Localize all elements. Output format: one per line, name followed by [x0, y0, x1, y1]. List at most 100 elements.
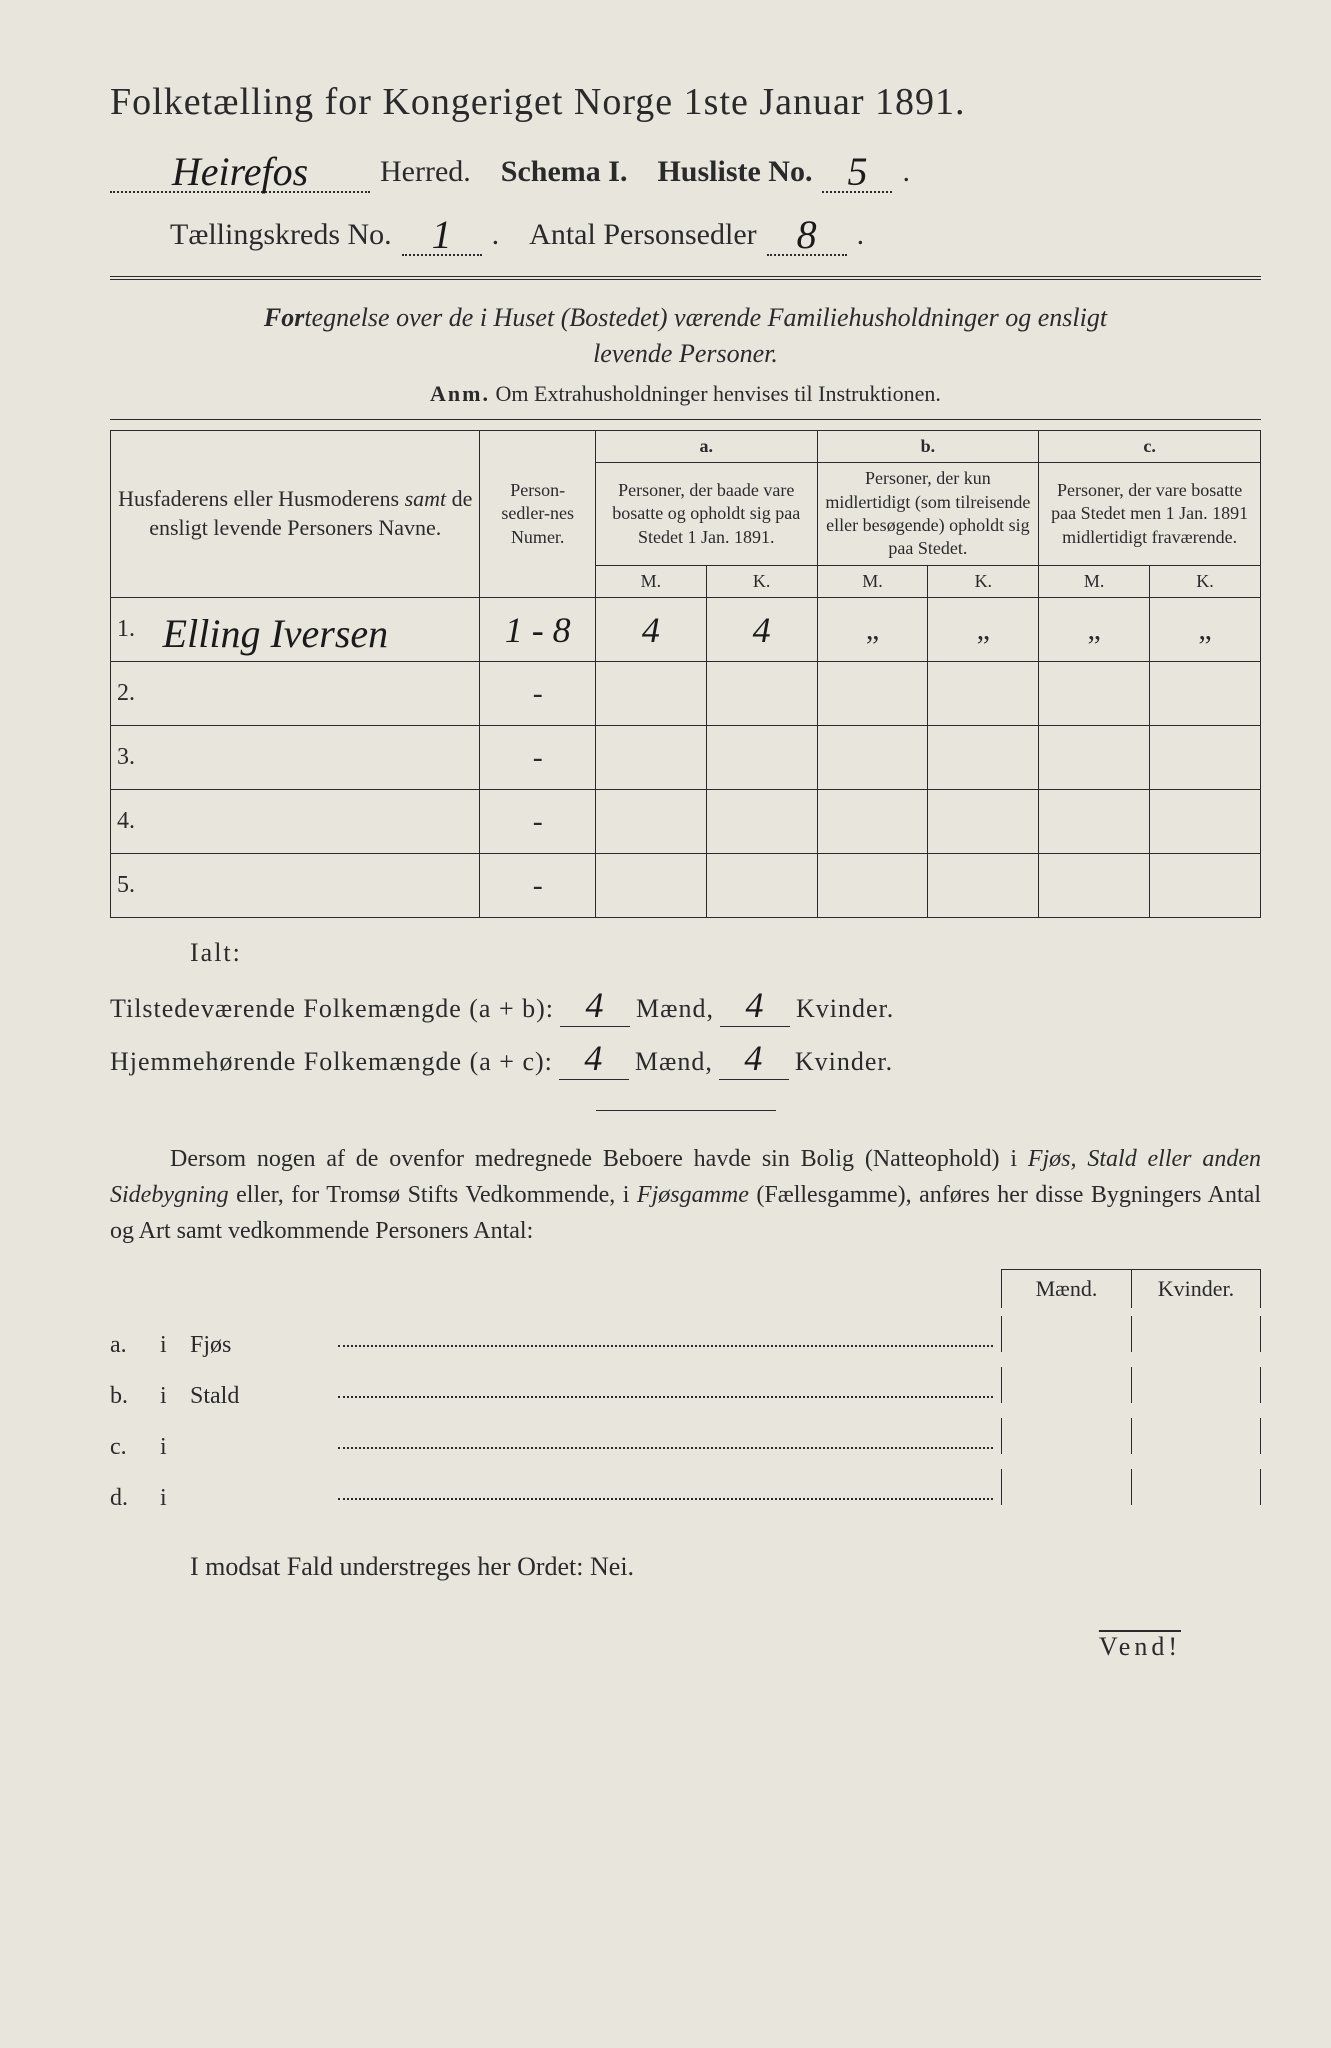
summary-line2-label: Hjemmehørende Folkemængde (a + c):: [110, 1047, 553, 1077]
ob-letter: b.: [110, 1383, 160, 1410]
ob-i: i: [160, 1332, 190, 1359]
ob-kvinder-cell: [1131, 1418, 1261, 1454]
row-am: [595, 790, 706, 854]
nei-line: I modsat Fald understreges her Ordet: Ne…: [110, 1552, 1261, 1582]
row-bk: [928, 662, 1039, 726]
row-ak: [706, 726, 817, 790]
divider-double: [110, 276, 1261, 282]
row-cm: [1039, 854, 1150, 918]
period2: .: [492, 218, 500, 252]
summary-line2-k: 4: [719, 1037, 789, 1080]
ialt-label: Ialt:: [190, 938, 1261, 968]
col-a-letter: a.: [595, 430, 817, 462]
maend-label2: Mænd,: [635, 1047, 713, 1077]
ob-kvinder-cell: [1131, 1316, 1261, 1352]
row-number: 1.: [111, 598, 157, 662]
period: .: [902, 155, 910, 189]
kvinder-label2: Kvinder.: [795, 1047, 893, 1077]
census-form-page: Folketælling for Kongeriget Norge 1ste J…: [110, 80, 1261, 1662]
row-pn: -: [480, 662, 595, 726]
ob-header-kvinder: Kvinder.: [1131, 1269, 1261, 1308]
row-pn: -: [480, 726, 595, 790]
herred-field: Heirefos: [110, 144, 370, 193]
header-row-2: Tællingskreds No. 1 . Antal Personsedler…: [110, 207, 1261, 256]
row-ak: [706, 790, 817, 854]
row-number: 4.: [111, 790, 157, 854]
col-a-m: M.: [595, 565, 706, 597]
col-c-letter: c.: [1039, 430, 1261, 462]
row-name: Elling Iversen: [157, 598, 480, 662]
row-cm: [1039, 726, 1150, 790]
ob-maend-cell: [1001, 1367, 1131, 1403]
ob-i: i: [160, 1485, 190, 1512]
row-ak: 4: [706, 598, 817, 662]
husliste-value: 5: [847, 149, 867, 194]
ob-kvinder-cell: [1131, 1367, 1261, 1403]
row-name: [157, 726, 480, 790]
ob-header-maend: Mænd.: [1001, 1269, 1131, 1308]
col-b-m: M.: [817, 565, 928, 597]
summary-resident: Hjemmehørende Folkemængde (a + c): 4 Mæn…: [110, 1037, 1261, 1080]
row-cm: „: [1039, 598, 1150, 662]
outbuilding-row: d.i: [110, 1469, 1261, 1512]
outbuilding-row: a.iFjøs: [110, 1316, 1261, 1359]
divider-single: [110, 419, 1261, 420]
col-a-k: K.: [706, 565, 817, 597]
row-number: 3.: [111, 726, 157, 790]
period3: .: [857, 218, 865, 252]
herred-value: Heirefos: [172, 149, 308, 194]
col-a-text: Personer, der baade vare bosatte og opho…: [595, 463, 817, 566]
ob-i: i: [160, 1383, 190, 1410]
row-name: [157, 662, 480, 726]
col-b-k: K.: [928, 565, 1039, 597]
ob-maend-cell: [1001, 1316, 1131, 1352]
kreds-value: 1: [432, 212, 452, 257]
row-pn: -: [480, 854, 595, 918]
husliste-field: 5: [822, 144, 892, 193]
row-name: [157, 854, 480, 918]
ob-kvinder-cell: [1131, 1469, 1261, 1505]
short-divider: [596, 1110, 776, 1111]
ob-letter: d.: [110, 1485, 160, 1512]
row-ck: „: [1150, 598, 1261, 662]
ob-dots: [338, 1498, 993, 1500]
row-bk: „: [928, 598, 1039, 662]
table-row: 1.Elling Iversen1 - 844„„„„: [111, 598, 1261, 662]
row-bk: [928, 854, 1039, 918]
row-number: 5.: [111, 854, 157, 918]
row-am: [595, 662, 706, 726]
maend-label: Mænd,: [636, 994, 714, 1024]
row-number: 2.: [111, 662, 157, 726]
outbuilding-row: c.i: [110, 1418, 1261, 1461]
row-bm: [817, 726, 928, 790]
summary-line1-label: Tilstedeværende Folkemængde (a + b):: [110, 994, 554, 1024]
col-header-numer: Person-sedler-nes Numer.: [480, 430, 595, 597]
page-title: Folketælling for Kongeriget Norge 1ste J…: [110, 80, 1261, 124]
row-ak: [706, 854, 817, 918]
ob-i: i: [160, 1434, 190, 1461]
census-table: Husfaderens eller Husmoderens samt de en…: [110, 430, 1261, 918]
row-am: [595, 726, 706, 790]
table-row: 5. -: [111, 854, 1261, 918]
col-b-letter: b.: [817, 430, 1039, 462]
col-b-text: Personer, der kun midlertidigt (som tilr…: [817, 463, 1039, 566]
kreds-label: Tællingskreds No.: [170, 218, 392, 252]
row-am: 4: [595, 598, 706, 662]
row-ck: [1150, 662, 1261, 726]
ob-name: Stald: [190, 1383, 330, 1410]
outbuilding-table: Mænd. Kvinder. a.iFjøsb.iStaldc.id.i: [110, 1269, 1261, 1512]
row-cm: [1039, 662, 1150, 726]
header-row-1: Heirefos Herred. Schema I. Husliste No. …: [110, 144, 1261, 193]
summary-line2-m: 4: [559, 1037, 629, 1080]
herred-label: Herred.: [380, 155, 471, 189]
row-bm: [817, 790, 928, 854]
anm-line: Anm. Om Extrahusholdninger henvises til …: [110, 381, 1261, 407]
row-bm: [817, 854, 928, 918]
table-row: 3. -: [111, 726, 1261, 790]
ob-dots: [338, 1396, 993, 1398]
ob-dots: [338, 1447, 993, 1449]
row-ck: [1150, 726, 1261, 790]
row-bk: [928, 790, 1039, 854]
anm-text: Om Extrahusholdninger henvises til Instr…: [496, 381, 941, 406]
personsedler-label: Antal Personsedler: [529, 218, 756, 252]
